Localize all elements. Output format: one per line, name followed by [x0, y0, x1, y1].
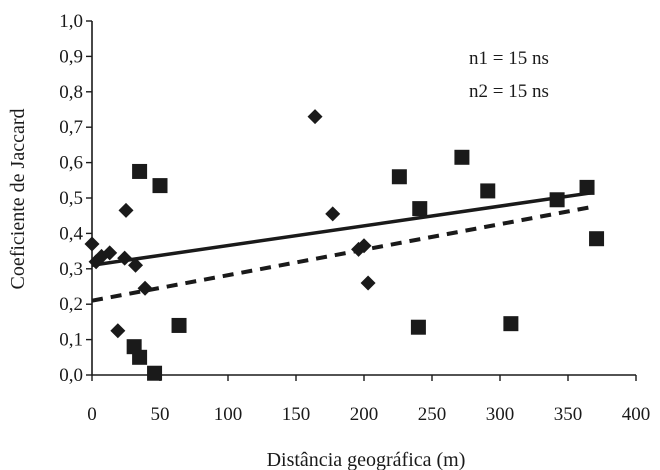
square-point [147, 365, 163, 381]
y-axis-title: Coeficiente de Jaccard [7, 108, 29, 289]
diamond-point [110, 323, 126, 339]
diamond-point [117, 250, 133, 266]
diamond-point [118, 202, 134, 218]
square-point [152, 178, 168, 194]
diamond-point [102, 245, 118, 261]
x-tick-label: 100 [214, 404, 243, 425]
annotation-n2: n2 = 15 ns [469, 81, 549, 102]
y-ticks: 0,0 0,1 0,2 0,3 0,4 0,5 0,6 0,7 0,8 0,9 1,0 [59, 11, 92, 386]
diamond-point [325, 206, 341, 222]
x-tick-label: 300 [486, 404, 515, 425]
diamond-point [84, 236, 100, 252]
y-tick-label: 0,0 [59, 365, 83, 386]
square-point [412, 201, 428, 217]
trendline-solid [91, 190, 593, 267]
y-tick-label: 1,0 [59, 11, 83, 32]
x-tick-label: 250 [418, 404, 447, 425]
y-tick-label: 0,4 [59, 223, 83, 244]
diamond-point [307, 109, 323, 125]
square-point [549, 192, 565, 208]
square-point [480, 183, 496, 199]
trendline-dashed [91, 204, 593, 303]
square-point [579, 179, 595, 195]
x-ticks: 0 50 100 150 200 250 300 350 400 [87, 375, 650, 425]
trendlines [91, 190, 593, 303]
y-tick-label: 0,3 [59, 259, 83, 280]
y-tick-label: 0,9 [59, 46, 83, 67]
x-tick-label: 350 [554, 404, 583, 425]
x-tick-label: 50 [151, 404, 170, 425]
x-axis-title: Distância geográfica (m) [267, 449, 466, 470]
diamond-point [128, 257, 144, 273]
y-tick-label: 0,5 [59, 188, 83, 209]
y-tick-label: 0,6 [59, 153, 83, 174]
square-point [132, 349, 148, 365]
y-tick-label: 0,8 [59, 82, 83, 103]
square-point [171, 317, 187, 333]
square-point [503, 316, 519, 332]
square-point [132, 163, 148, 179]
x-tick-label: 150 [282, 404, 311, 425]
y-tick-label: 0,2 [59, 294, 83, 315]
diamond-point [360, 275, 376, 291]
data-points [84, 109, 605, 381]
diamond-point [137, 280, 153, 296]
annotations: n1 = 15 ns n2 = 15 ns [469, 48, 549, 102]
y-tick-label: 0,1 [59, 330, 83, 351]
x-tick-label: 200 [350, 404, 379, 425]
diamond-point [356, 238, 372, 254]
square-point [589, 231, 605, 247]
square-point [454, 149, 470, 165]
annotation-n1: n1 = 15 ns [469, 48, 549, 69]
x-tick-label: 0 [87, 404, 97, 425]
x-tick-label: 400 [622, 404, 651, 425]
square-point [391, 169, 407, 185]
y-tick-label: 0,7 [59, 117, 83, 138]
square-point [410, 319, 426, 335]
